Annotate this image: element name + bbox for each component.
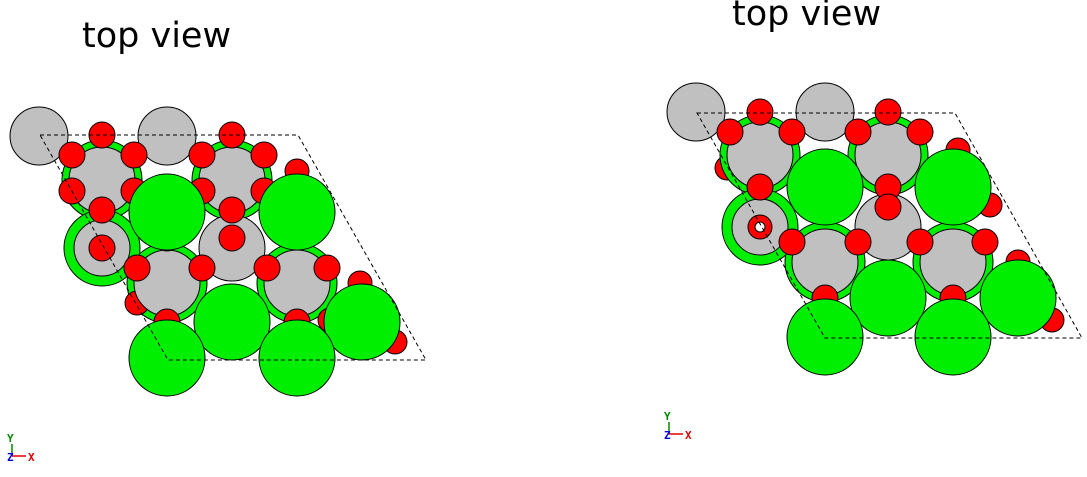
red-atom xyxy=(58,141,86,169)
unit-cell-outline xyxy=(39,134,427,361)
red-atom xyxy=(253,254,281,282)
gray-atom xyxy=(795,82,855,142)
red-atom xyxy=(844,118,872,146)
green-atom xyxy=(786,148,864,226)
red-atom xyxy=(746,173,774,201)
gray-atom xyxy=(9,106,69,166)
red-atom xyxy=(874,193,902,221)
y-axis-label: Y xyxy=(664,410,671,423)
structure-view-right: YZ X xyxy=(664,82,1083,442)
gray-atom xyxy=(137,106,197,166)
red-atom xyxy=(716,118,744,146)
y-axis-label: Y xyxy=(7,432,14,445)
red-atom xyxy=(906,118,934,146)
green-atom xyxy=(914,148,992,226)
green-atom xyxy=(193,283,271,361)
red-atom xyxy=(188,254,216,282)
red-atom xyxy=(250,141,278,169)
unit-cell-outline xyxy=(696,112,1083,339)
red-atom xyxy=(120,141,148,169)
red-atom xyxy=(746,98,774,126)
z-axis-label: Z xyxy=(664,429,671,442)
red-atom xyxy=(778,228,806,256)
z-axis-label: Z xyxy=(7,451,14,464)
x-axis-label: X xyxy=(28,451,35,464)
green-atom xyxy=(979,259,1057,337)
red-atom xyxy=(874,98,902,126)
white-atom xyxy=(754,221,766,233)
red-atom xyxy=(971,228,999,256)
red-atom xyxy=(906,228,934,256)
x-axis-label: X xyxy=(685,429,692,442)
green-atom xyxy=(323,283,401,361)
red-atom xyxy=(188,141,216,169)
panel-title: top view xyxy=(82,16,232,56)
green-atom xyxy=(849,259,927,337)
red-atom xyxy=(844,228,872,256)
green-atom xyxy=(786,298,864,376)
red-atom xyxy=(218,224,246,252)
green-atom xyxy=(914,298,992,376)
red-atom xyxy=(218,196,246,224)
structure-view-left: YZ X xyxy=(7,106,427,464)
green-atom xyxy=(258,173,336,251)
red-atom xyxy=(88,196,116,224)
panel-title: top view xyxy=(732,0,882,34)
green-atom xyxy=(258,319,336,397)
red-atom xyxy=(88,234,116,262)
gray-atom xyxy=(666,82,726,142)
red-atom xyxy=(313,254,341,282)
red-atom xyxy=(123,254,151,282)
green-atom xyxy=(128,173,206,251)
red-atom xyxy=(778,118,806,146)
